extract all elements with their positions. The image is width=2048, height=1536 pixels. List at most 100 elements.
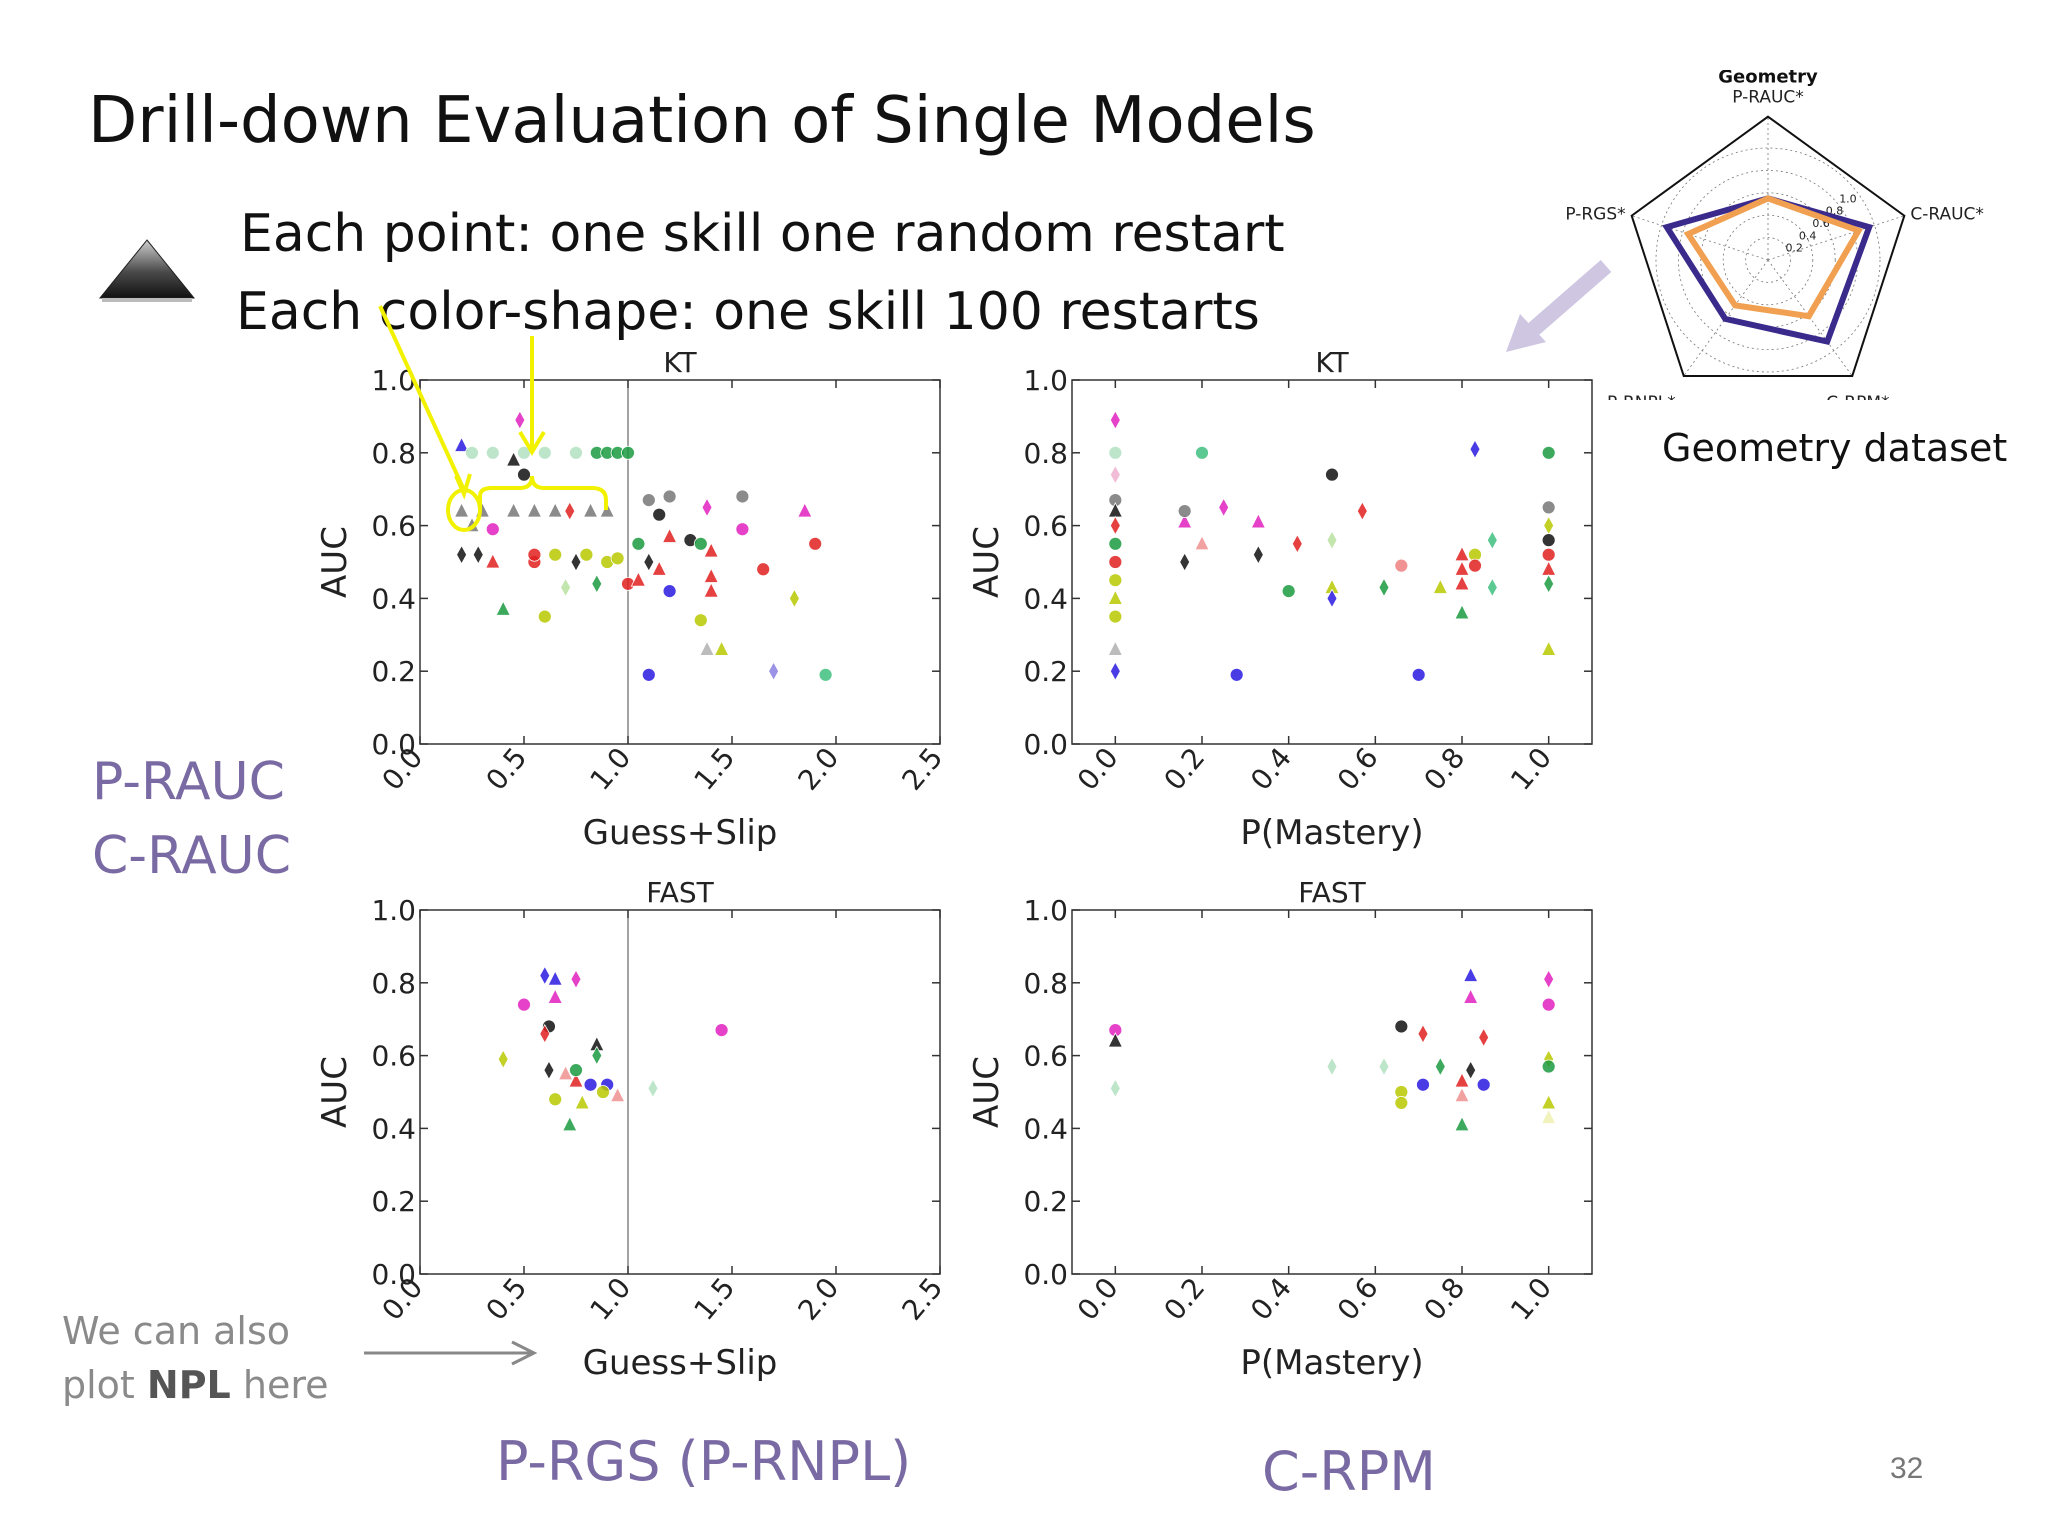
data-point <box>557 1064 574 1081</box>
radar-tick-label: 0.4 <box>1799 229 1817 242</box>
data-point <box>1108 445 1123 460</box>
chart-title: FAST <box>646 876 714 909</box>
data-point <box>1326 530 1338 550</box>
data-point <box>1469 439 1481 459</box>
data-point <box>662 584 677 599</box>
x-tick-label: 0.6 <box>1331 741 1385 796</box>
data-point <box>1218 497 1230 518</box>
data-point <box>661 527 678 543</box>
x-tick-label: 1.5 <box>687 1271 741 1326</box>
y-tick-label: 0.8 <box>371 437 416 470</box>
plot-frame <box>1071 909 1593 1275</box>
data-point <box>517 997 531 1012</box>
data-point <box>768 661 780 682</box>
data-point <box>1109 410 1121 430</box>
data-point <box>1109 661 1121 682</box>
data-point <box>453 436 470 452</box>
scatter-fast-mastery: FAST 0.0 0.2 0.4 0.6 0.8 1.0 0.0 0.2 0.4 0.6 0.8 1.0… <box>967 876 1593 1383</box>
plot-frame <box>419 379 941 745</box>
plot-frame <box>419 909 941 1275</box>
data-point <box>818 667 833 682</box>
x-axis-label: P(Mastery) <box>1240 813 1423 853</box>
data-point <box>1326 588 1338 609</box>
data-point <box>610 551 625 566</box>
data-point <box>1541 547 1556 562</box>
radar-grid <box>1722 214 1814 306</box>
y-tick-label: 0.2 <box>371 1185 416 1218</box>
data-point <box>1394 1019 1409 1034</box>
data-point <box>560 577 572 598</box>
data-point <box>1541 1059 1556 1074</box>
radar-tick-label: 1.0 <box>1839 192 1857 205</box>
data-point <box>562 1115 578 1132</box>
data-point <box>1468 558 1482 573</box>
data-point <box>547 970 563 986</box>
npl-note: We can also plot NPL here <box>62 1304 329 1412</box>
data-point <box>1109 464 1121 485</box>
x-tick-label: 0.8 <box>1417 1271 1471 1326</box>
data-point <box>1108 536 1123 551</box>
data-point <box>1107 640 1123 656</box>
radar-axis-label: P-RNPL* <box>1607 393 1676 400</box>
data-point <box>641 493 656 508</box>
data-point <box>548 1092 563 1107</box>
x-tick-label: 2.5 <box>895 741 949 796</box>
data-point <box>1463 988 1479 1004</box>
data-point <box>713 640 730 656</box>
data-point <box>543 1060 555 1080</box>
data-point <box>699 640 715 656</box>
data-point <box>456 544 468 565</box>
y-tick-label: 0.2 <box>1023 655 1068 688</box>
data-point <box>517 467 531 482</box>
data-point <box>1195 445 1209 460</box>
data-point <box>547 988 563 1004</box>
radar-grid <box>1745 237 1791 283</box>
data-point <box>1478 1027 1490 1048</box>
data-point <box>472 544 484 565</box>
x-tick-label: 0.0 <box>1071 1271 1125 1326</box>
y-tick-label: 0.8 <box>1023 437 1068 470</box>
x-tick-label: 0.6 <box>1331 1271 1385 1326</box>
x-axis-label: P(Mastery) <box>1240 1343 1423 1383</box>
radar-axis-label: P-RGS* <box>1565 205 1625 225</box>
radar-grid <box>1655 147 1881 373</box>
data-point <box>1541 997 1556 1012</box>
x-tick-label: 0.8 <box>1417 741 1471 796</box>
data-point <box>1454 1115 1470 1132</box>
y-tick-label: 0.6 <box>1023 510 1068 543</box>
data-point <box>569 1063 583 1078</box>
radar-axis-label: C-RAUC* <box>1910 205 1984 225</box>
x-tick-label: 0.5 <box>479 741 533 796</box>
data-point <box>701 497 713 518</box>
y-tick-label: 0.6 <box>371 1040 416 1073</box>
data-point <box>1252 544 1264 565</box>
scatter-kt-guess-slip: KT0.00.20.40.60.81.00.0 0.5 1.0 1.5 2.0 2.5Gu… <box>315 346 949 853</box>
data-point <box>1179 552 1191 572</box>
data-point <box>641 667 656 682</box>
data-point <box>1107 1032 1123 1048</box>
y-tick-label: 0.2 <box>371 655 416 688</box>
data-point <box>1378 577 1390 598</box>
data-point <box>797 502 813 518</box>
data-point <box>1541 640 1557 656</box>
y-tick-label: 0.0 <box>371 1258 416 1291</box>
chart-title: KT <box>663 346 697 379</box>
x-tick-label: 0.2 <box>1157 741 1211 796</box>
y-tick-label: 0.6 <box>1023 1040 1068 1073</box>
y-tick-label: 1.0 <box>1023 894 1068 927</box>
data-point <box>495 600 511 616</box>
data-point <box>808 536 823 551</box>
data-point <box>693 536 708 551</box>
data-point <box>599 502 615 518</box>
data-point <box>1194 534 1210 551</box>
y-tick-label: 0.4 <box>371 582 416 615</box>
x-tick-label: 0.0 <box>1071 741 1125 796</box>
data-point <box>609 1086 626 1103</box>
y-tick-label: 0.0 <box>1023 1258 1068 1291</box>
data-point <box>1356 501 1368 521</box>
note-line-2: plot NPL here <box>62 1363 329 1407</box>
data-point <box>1454 574 1470 591</box>
radar-axis-label: P-RAUC* <box>1732 88 1804 108</box>
data-point <box>756 562 771 577</box>
radar-geometry: 0.20.40.60.81.0P-RAUC*C-RAUC*C-RPM*P-RNP… <box>1565 70 1984 400</box>
